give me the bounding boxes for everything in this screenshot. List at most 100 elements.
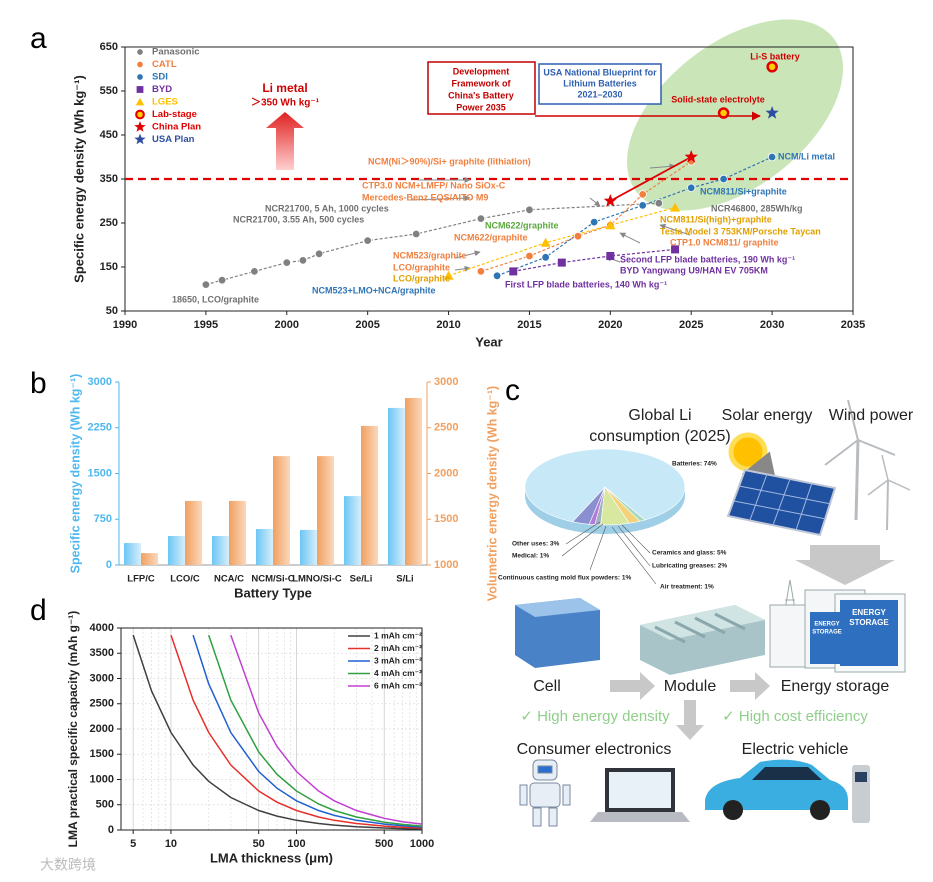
y-tick-label: 0 bbox=[106, 559, 112, 571]
bar bbox=[361, 425, 378, 565]
y-tick-label: 3500 bbox=[90, 647, 114, 659]
stage-label: Cell bbox=[533, 678, 561, 695]
annotation: NCM622/graphite bbox=[485, 220, 559, 230]
marker bbox=[606, 252, 615, 260]
pie-leader bbox=[565, 521, 601, 545]
y-tick-label: 0 bbox=[108, 824, 114, 836]
storage-icon-part bbox=[810, 612, 844, 664]
bar bbox=[168, 536, 185, 565]
marker bbox=[525, 251, 534, 261]
marker bbox=[250, 267, 259, 276]
marker bbox=[136, 86, 144, 93]
y2-tick-label: 3000 bbox=[434, 376, 458, 388]
plot-frame bbox=[120, 627, 423, 831]
x-axis-label: LMA thickness (μm) bbox=[210, 850, 333, 865]
bar bbox=[405, 398, 422, 565]
marker bbox=[603, 194, 617, 207]
y-tick-label: 350 bbox=[100, 173, 118, 185]
marker bbox=[136, 48, 144, 56]
annotation: NCM(Ni＞90%)/Si+ graphite (lithiation) bbox=[368, 156, 531, 166]
robot-icon-part bbox=[519, 784, 528, 806]
annotation: BYD Yangwang U9/HAN EV 705KM bbox=[620, 265, 768, 275]
y-tick-label: 50 bbox=[106, 305, 118, 317]
series-line bbox=[192, 634, 423, 828]
annotation: First LFP blade batteries, 140 Wh kg⁻¹ bbox=[505, 279, 667, 289]
legend-label: 2 mAh cm⁻² bbox=[374, 643, 422, 653]
legend-label: CATL bbox=[152, 59, 177, 70]
storage-text: ENERGY bbox=[852, 608, 886, 617]
wind-turbines-part bbox=[886, 479, 889, 531]
series-line bbox=[170, 634, 423, 829]
annotation: NCR21700, 3.55 Ah, 500 cycles bbox=[233, 214, 364, 224]
panel-label: a bbox=[30, 22, 47, 55]
x-tick-label: S/Li bbox=[396, 574, 413, 585]
leader-arrow bbox=[409, 195, 471, 202]
annotation: NCM811/Si+graphite bbox=[700, 186, 787, 196]
marker bbox=[671, 245, 680, 254]
marker bbox=[217, 276, 227, 285]
robot-icon-part bbox=[532, 807, 542, 827]
legend-label: 3 mAh cm⁻² bbox=[374, 655, 422, 665]
y-axis-label: Specific energy density (Wh kg⁻¹) bbox=[71, 75, 86, 283]
car-icon-part bbox=[855, 772, 867, 782]
annotation: Lithium Batteries bbox=[563, 78, 637, 88]
wind-turbines-part bbox=[854, 439, 860, 521]
cell-icon bbox=[515, 598, 600, 668]
x-axis-label: Year bbox=[475, 334, 502, 349]
annotation: ＞350 Wh kg⁻¹ bbox=[251, 97, 320, 109]
leader-arrow bbox=[454, 250, 481, 259]
pie-title: consumption (2025) bbox=[589, 428, 730, 445]
process-arrows-part bbox=[610, 672, 655, 700]
annotation: Tesla Model 3 753KM/Porsche Taycan bbox=[660, 226, 821, 236]
x-tick-label: NCA/C bbox=[214, 574, 244, 585]
bar bbox=[344, 496, 361, 565]
marker bbox=[717, 107, 730, 119]
x-tick-label: 1990 bbox=[113, 319, 137, 331]
x-tick-label: LFP/C bbox=[127, 574, 155, 585]
marker bbox=[540, 237, 551, 247]
annotation: NCR46800, 285Wh/kg bbox=[711, 203, 803, 213]
y2-tick-label: 1000 bbox=[434, 559, 458, 571]
y-tick-label: 450 bbox=[100, 129, 118, 141]
legend-label: SDI bbox=[152, 72, 168, 83]
x-tick-label: 100 bbox=[287, 838, 305, 850]
pie-label: Medical: 1% bbox=[512, 553, 549, 560]
x-tick-label: NCM/Si-C bbox=[251, 574, 294, 585]
annotation: 18650, LCO/graphite bbox=[172, 294, 259, 304]
legend-label: Lab-stage bbox=[152, 109, 197, 120]
marker bbox=[136, 73, 144, 81]
marker bbox=[134, 133, 146, 145]
bar bbox=[212, 536, 229, 565]
annotation: NCM/Li metal bbox=[778, 151, 835, 161]
application-label: Electric vehicle bbox=[742, 741, 849, 758]
annotation: Solid-state electrolyte bbox=[671, 94, 765, 104]
marker bbox=[135, 109, 145, 120]
x-tick-label: LMNO/Si-C bbox=[292, 574, 342, 585]
marker bbox=[589, 217, 599, 227]
robot-icon-part bbox=[529, 782, 561, 808]
car-icon bbox=[705, 759, 870, 823]
marker bbox=[314, 249, 324, 258]
marker bbox=[765, 106, 779, 119]
module-icon-part bbox=[654, 612, 746, 644]
source-label: Wind power bbox=[829, 407, 914, 424]
marker bbox=[525, 205, 534, 214]
annotation: Second LFP blade batteries, 190 Wh kg⁻¹ bbox=[620, 254, 795, 264]
source-label: Solar energy bbox=[722, 407, 813, 424]
marker bbox=[573, 231, 583, 241]
marker bbox=[136, 60, 144, 69]
y-axis-label: Specific energy density (Wh kg⁻¹) bbox=[68, 374, 82, 574]
robot-icon-part bbox=[548, 807, 558, 827]
x-tick-label: LCO/C bbox=[170, 574, 200, 585]
storage-text: ENERGY bbox=[814, 622, 839, 628]
trend-line bbox=[609, 156, 692, 202]
bar bbox=[141, 553, 158, 565]
pie-leader bbox=[621, 524, 651, 554]
panel-label: b bbox=[30, 367, 47, 400]
flow-arrow bbox=[795, 545, 895, 585]
annotation: China's Battery bbox=[448, 90, 514, 100]
process-arrows-part bbox=[730, 672, 770, 700]
wind-turbines-part bbox=[824, 399, 896, 466]
leader-arrow bbox=[659, 223, 691, 236]
